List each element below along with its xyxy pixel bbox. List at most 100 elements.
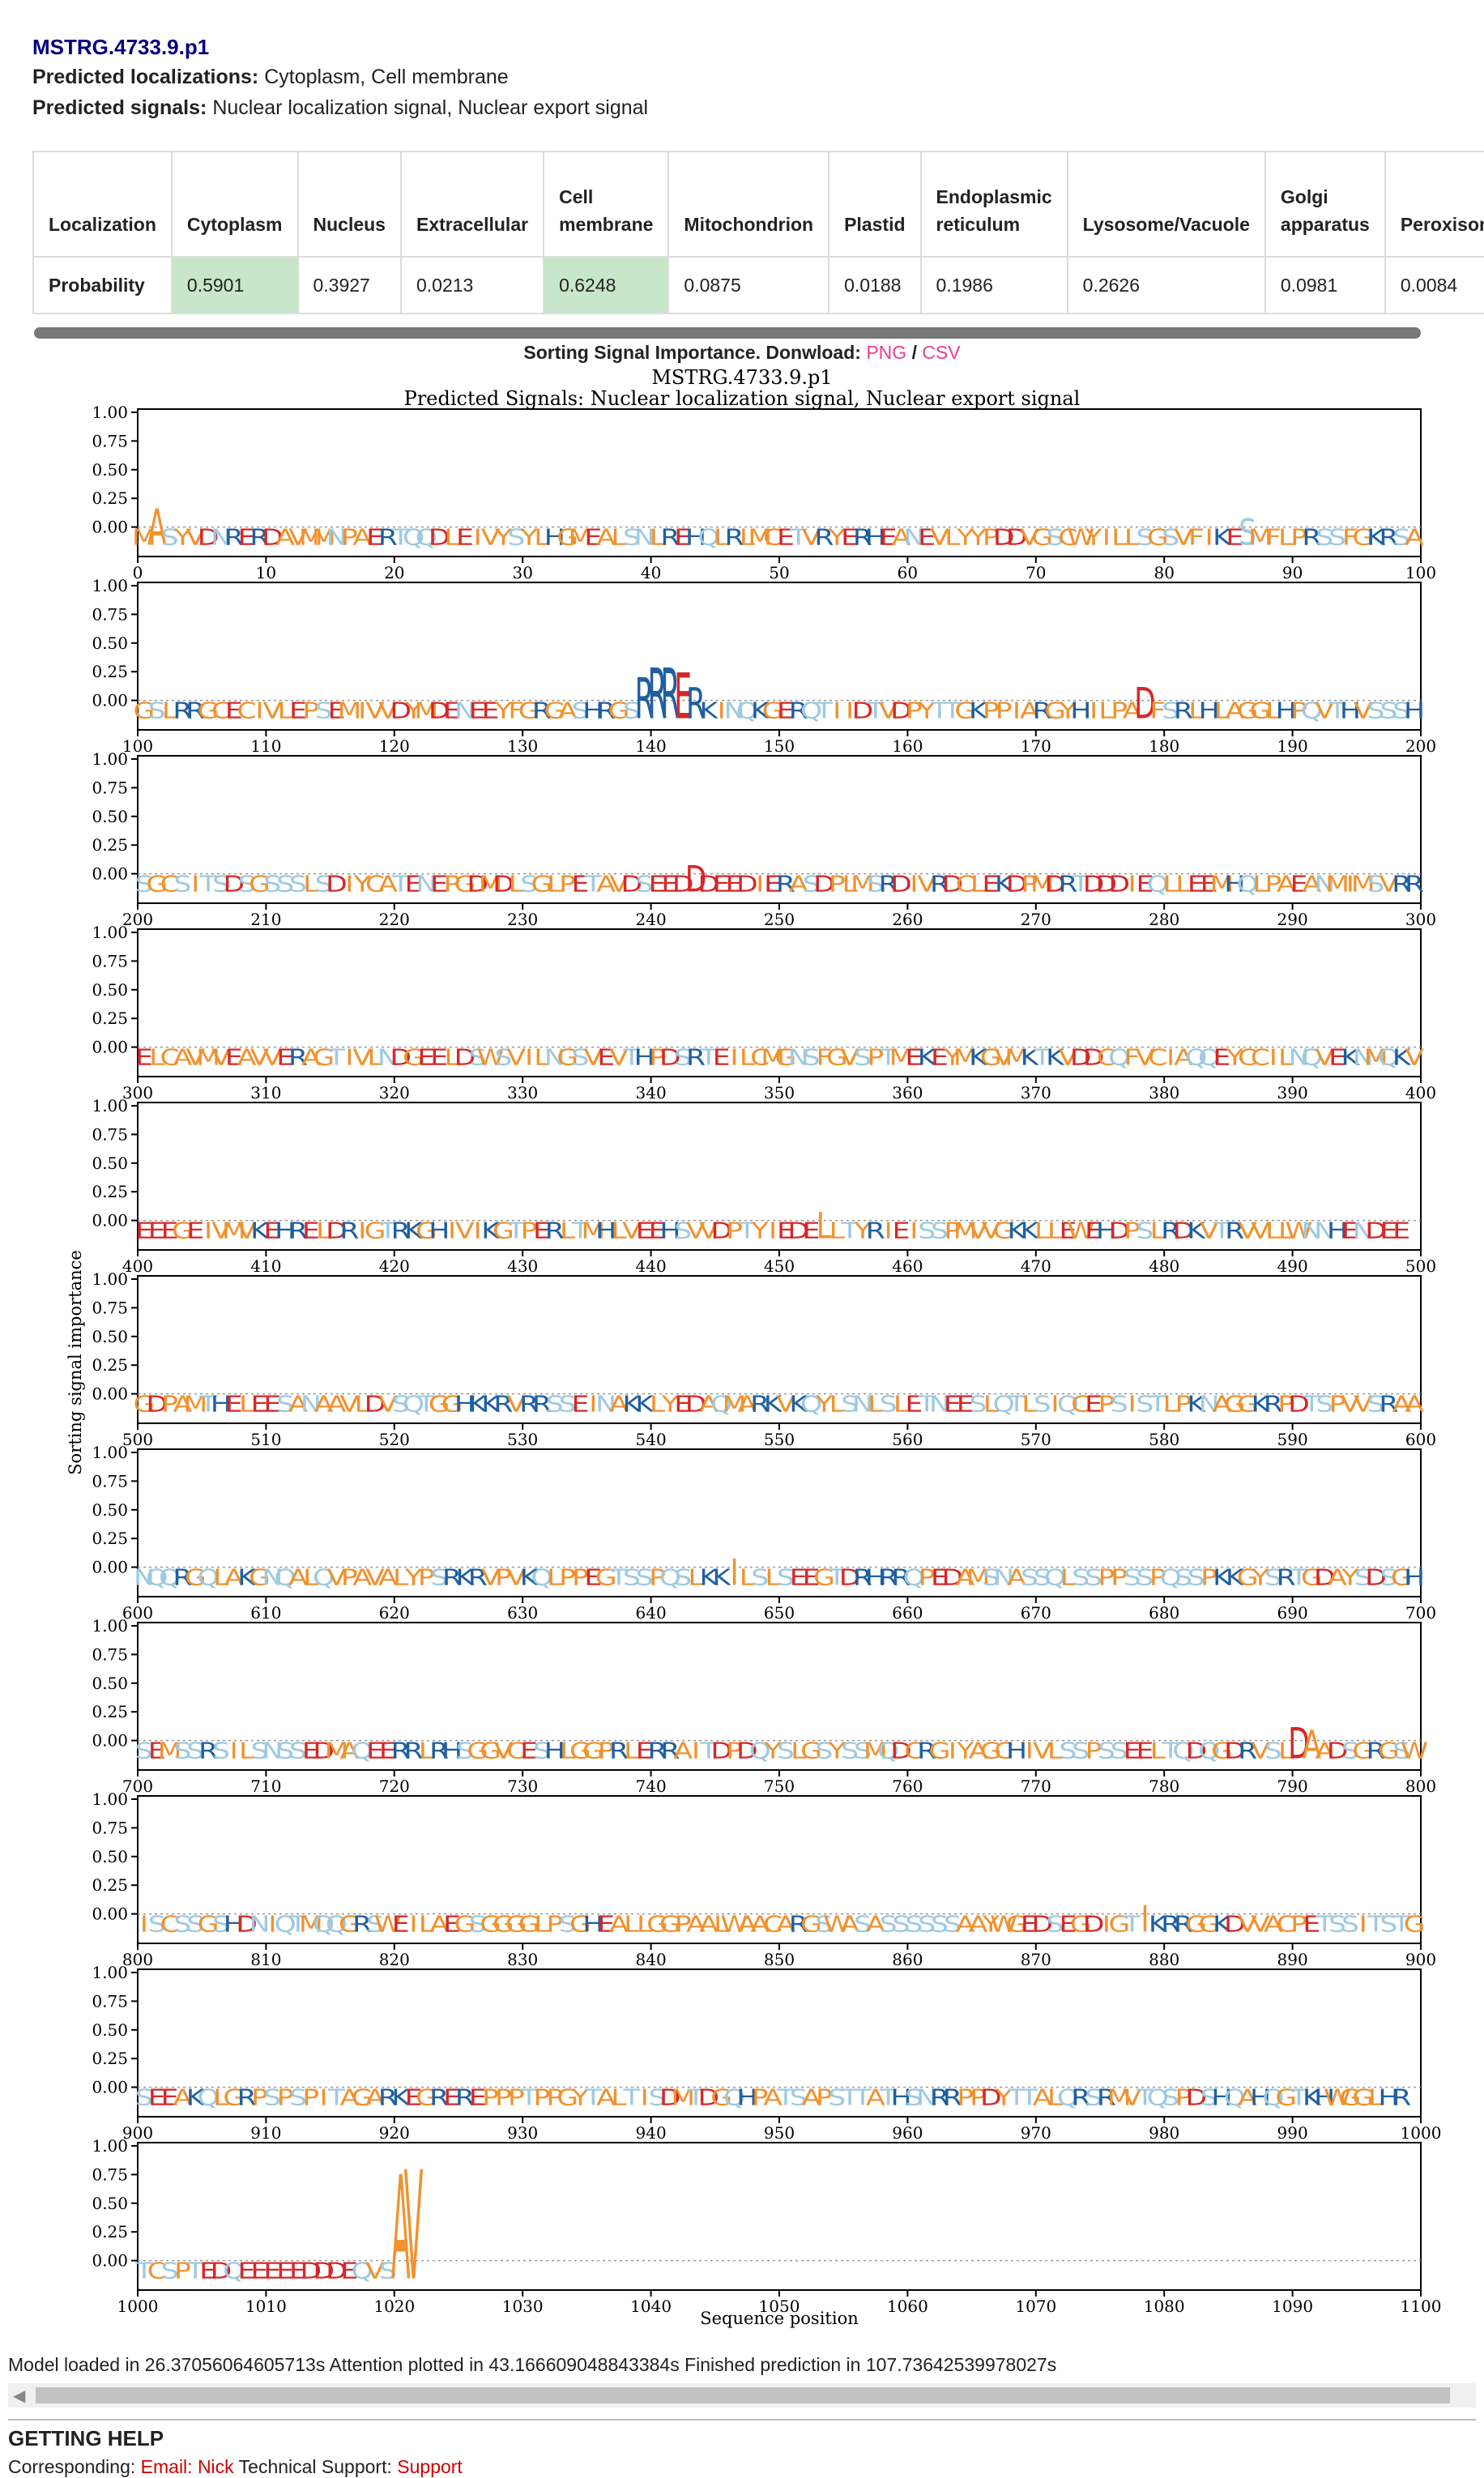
residue-letter: R — [1174, 1912, 1193, 1938]
residue-letter: R — [532, 698, 552, 724]
support-link[interactable]: Support — [397, 2456, 463, 2477]
residue-letter: E — [931, 1045, 949, 1071]
residue-letter: M — [1030, 872, 1055, 898]
residue-letter: D — [1288, 1392, 1310, 1418]
residue-letter: N — [134, 1565, 155, 1591]
residue-letter: A — [288, 1392, 308, 1418]
residue-letter: S — [276, 872, 294, 898]
page-scrollbar[interactable]: ◀ — [8, 2383, 1476, 2408]
residue-letter: S — [905, 1912, 923, 1938]
residue-letter: W — [374, 1912, 402, 1938]
scroll-thumb[interactable] — [36, 2387, 1450, 2403]
residue-letter: L — [444, 525, 460, 551]
residue-letter: V — [1174, 525, 1193, 551]
residue-letter: M — [761, 1045, 785, 1071]
residue-letter: A — [1405, 1392, 1424, 1418]
residue-letter: A — [892, 525, 911, 551]
residue-letter: K — [1046, 1045, 1065, 1071]
residue-letter: Y — [494, 698, 513, 724]
residue-letter: R — [391, 1218, 411, 1244]
y-tick-label: 0.75 — [92, 1471, 128, 1491]
residue-letter: S — [1072, 1565, 1090, 1591]
residue-letter: T — [1328, 698, 1346, 724]
residue-letter: V — [506, 1045, 526, 1071]
residue-letter: P — [983, 525, 1000, 551]
download-csv-link[interactable]: CSV — [922, 342, 961, 363]
x-tick-label: 740 — [636, 1776, 667, 1796]
x-tick-label: 620 — [379, 1603, 410, 1623]
residue-letter: A — [763, 2085, 783, 2111]
x-tick-label: 870 — [1021, 1950, 1051, 1969]
residue-letter: G — [774, 1045, 796, 1071]
residue-letter: D — [813, 872, 835, 898]
residue-letter: S — [212, 1912, 230, 1938]
localization-table: Localization Cytoplasm Nucleus Extracell… — [32, 151, 1484, 314]
residue-letter: Q — [800, 698, 822, 724]
residue-letter: A — [224, 1565, 244, 1591]
residue-letter: E — [1380, 1218, 1397, 1244]
residue-letter: N — [595, 1392, 616, 1418]
localization-table-container[interactable]: Localization Cytoplasm Nucleus Extracell… — [32, 151, 1484, 314]
residue-letter: R — [814, 525, 834, 551]
residue-letter: V — [879, 698, 898, 724]
email-link[interactable]: Email: Nick — [140, 2456, 234, 2477]
x-tick-label: 330 — [507, 1083, 538, 1103]
y-tick-label: 1.00 — [92, 1443, 128, 1462]
table-scrollbar[interactable] — [34, 327, 1421, 339]
residue-letter: G — [365, 1218, 386, 1244]
residue-letter: E — [1059, 1912, 1077, 1938]
residue-letter: G — [1237, 698, 1259, 724]
residue-letter: S — [790, 2085, 808, 2111]
residue-letter: N — [377, 1045, 399, 1071]
x-tick-label: 10 — [256, 563, 276, 582]
residue-letter: D — [429, 698, 450, 724]
residue-letter: E — [148, 2085, 166, 2111]
residue-letter: K — [456, 1565, 475, 1591]
residue-letter: L — [714, 1912, 730, 1938]
x-tick-label: 720 — [379, 1776, 410, 1796]
residue-letter: A — [956, 1565, 975, 1591]
residue-letter: E — [572, 1392, 590, 1418]
residue-letter: P — [508, 2085, 525, 2111]
residue-letter: I — [230, 1738, 238, 1764]
residue-letter: K — [404, 1218, 424, 1244]
x-tick-label: 500 — [122, 1430, 153, 1449]
residue-letter: V — [583, 1045, 603, 1071]
residue-letter: A — [609, 1912, 629, 1938]
divider — [8, 2419, 1476, 2420]
residue-letter: I — [769, 1218, 777, 1244]
residue-letter: S — [1136, 1218, 1154, 1244]
residue-letter: C — [1058, 525, 1077, 551]
residue-letter: S — [520, 872, 538, 898]
residue-letter: I — [641, 2085, 649, 2111]
residue-letter: L — [829, 1392, 846, 1418]
download-png-link[interactable]: PNG — [866, 342, 907, 363]
residue-letter: L — [740, 1565, 756, 1591]
residue-letter: E — [417, 1045, 435, 1071]
residue-letter: C — [1238, 1045, 1257, 1071]
residue-letter: D — [1031, 1912, 1053, 1938]
residue-letter: L — [740, 525, 756, 551]
localizations-value: Cytoplasm, Cell membrane — [264, 66, 509, 88]
value-plastid: 0.0188 — [828, 256, 922, 314]
residue-letter: K — [481, 1392, 501, 1418]
residue-letter: R — [660, 1738, 680, 1764]
residue-letter: R — [1405, 872, 1424, 898]
residue-letter: D — [787, 1218, 809, 1244]
residue-letter: S — [1264, 1565, 1282, 1591]
scroll-left-icon[interactable]: ◀ — [13, 2387, 26, 2405]
residue-letter: G — [954, 698, 976, 724]
logo-panel: 1.00 0.75 0.50 0.25 0.00 800 810 820 830 840 850 86… — [92, 1789, 1436, 1969]
residue-letter: I — [1166, 1045, 1175, 1071]
residue-letter: C — [1148, 1045, 1167, 1071]
residue-letter: P — [559, 1565, 576, 1591]
residue-letter: T — [391, 872, 410, 898]
residue-letter: T — [378, 1218, 397, 1244]
x-tick-label: 590 — [1277, 1430, 1308, 1449]
residue-letter: S — [931, 1218, 949, 1244]
residue-letter: L — [547, 872, 563, 898]
residue-letter: K — [1187, 1392, 1206, 1418]
residue-letter: E — [238, 2258, 256, 2284]
x-tick-label: 230 — [507, 910, 538, 929]
residue-letter: Q — [1159, 1565, 1181, 1591]
